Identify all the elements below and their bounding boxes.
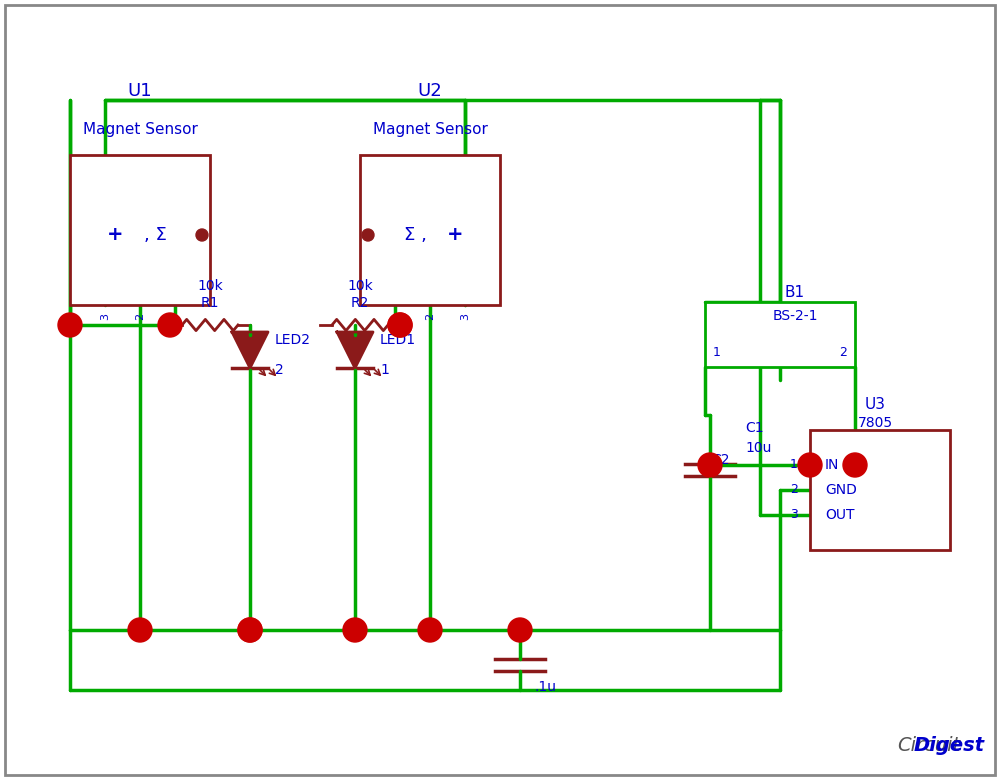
Circle shape [58, 313, 82, 337]
Circle shape [418, 618, 442, 642]
Text: 10u: 10u [745, 441, 771, 455]
Polygon shape [337, 332, 373, 368]
Circle shape [128, 618, 152, 642]
Text: R2: R2 [351, 296, 369, 310]
Text: OUT: OUT [825, 508, 855, 522]
Text: 2: 2 [135, 313, 145, 320]
Circle shape [388, 313, 412, 337]
Bar [810, 430, 950, 550]
Text: Circuit: Circuit [897, 736, 960, 755]
Text: Magnet Sensor: Magnet Sensor [83, 122, 197, 137]
Circle shape [343, 618, 367, 642]
Text: 1: 1 [390, 313, 400, 320]
Text: 7805: 7805 [857, 416, 893, 430]
Text: 3: 3 [790, 509, 798, 522]
Text: 2: 2 [275, 363, 284, 377]
Bar [360, 155, 500, 305]
Circle shape [238, 618, 262, 642]
Text: 2: 2 [425, 313, 435, 320]
Text: BS-2-1: BS-2-1 [772, 309, 818, 323]
Text: Magnet Sensor: Magnet Sensor [373, 122, 487, 137]
Circle shape [362, 229, 374, 241]
Text: 2: 2 [839, 346, 847, 360]
Bar [705, 303, 855, 367]
Text: 2: 2 [790, 484, 798, 497]
Text: +: + [447, 225, 463, 244]
Text: +: + [107, 225, 123, 244]
Bar [70, 155, 210, 305]
Text: Digest: Digest [914, 736, 985, 755]
Text: U2: U2 [418, 82, 442, 100]
Text: .1u: .1u [535, 680, 557, 694]
Text: 1: 1 [790, 459, 798, 471]
Text: LED2: LED2 [275, 333, 311, 347]
Circle shape [196, 229, 208, 241]
Text: 1: 1 [380, 363, 389, 377]
Text: R1: R1 [201, 296, 219, 310]
Text: GND: GND [825, 483, 857, 497]
Text: B1: B1 [785, 285, 805, 300]
Circle shape [508, 618, 532, 642]
Text: 3: 3 [460, 313, 470, 320]
Circle shape [843, 453, 867, 477]
Text: U3: U3 [864, 397, 886, 412]
Text: , Σ: , Σ [144, 226, 166, 244]
Text: 10k: 10k [197, 279, 223, 293]
Circle shape [798, 453, 822, 477]
Text: LED1: LED1 [380, 333, 416, 347]
Text: C1: C1 [745, 421, 764, 435]
Text: Σ ,: Σ , [404, 226, 426, 244]
Text: 3: 3 [100, 313, 110, 320]
Circle shape [698, 453, 722, 477]
Text: IN: IN [825, 458, 839, 472]
Circle shape [158, 313, 182, 337]
Text: U1: U1 [128, 82, 152, 100]
Circle shape [238, 618, 262, 642]
Text: 1: 1 [170, 313, 180, 320]
Text: 1: 1 [713, 346, 721, 360]
Polygon shape [232, 332, 268, 368]
Circle shape [388, 313, 412, 337]
Text: 10k: 10k [347, 279, 373, 293]
Text: C2: C2 [712, 453, 730, 467]
